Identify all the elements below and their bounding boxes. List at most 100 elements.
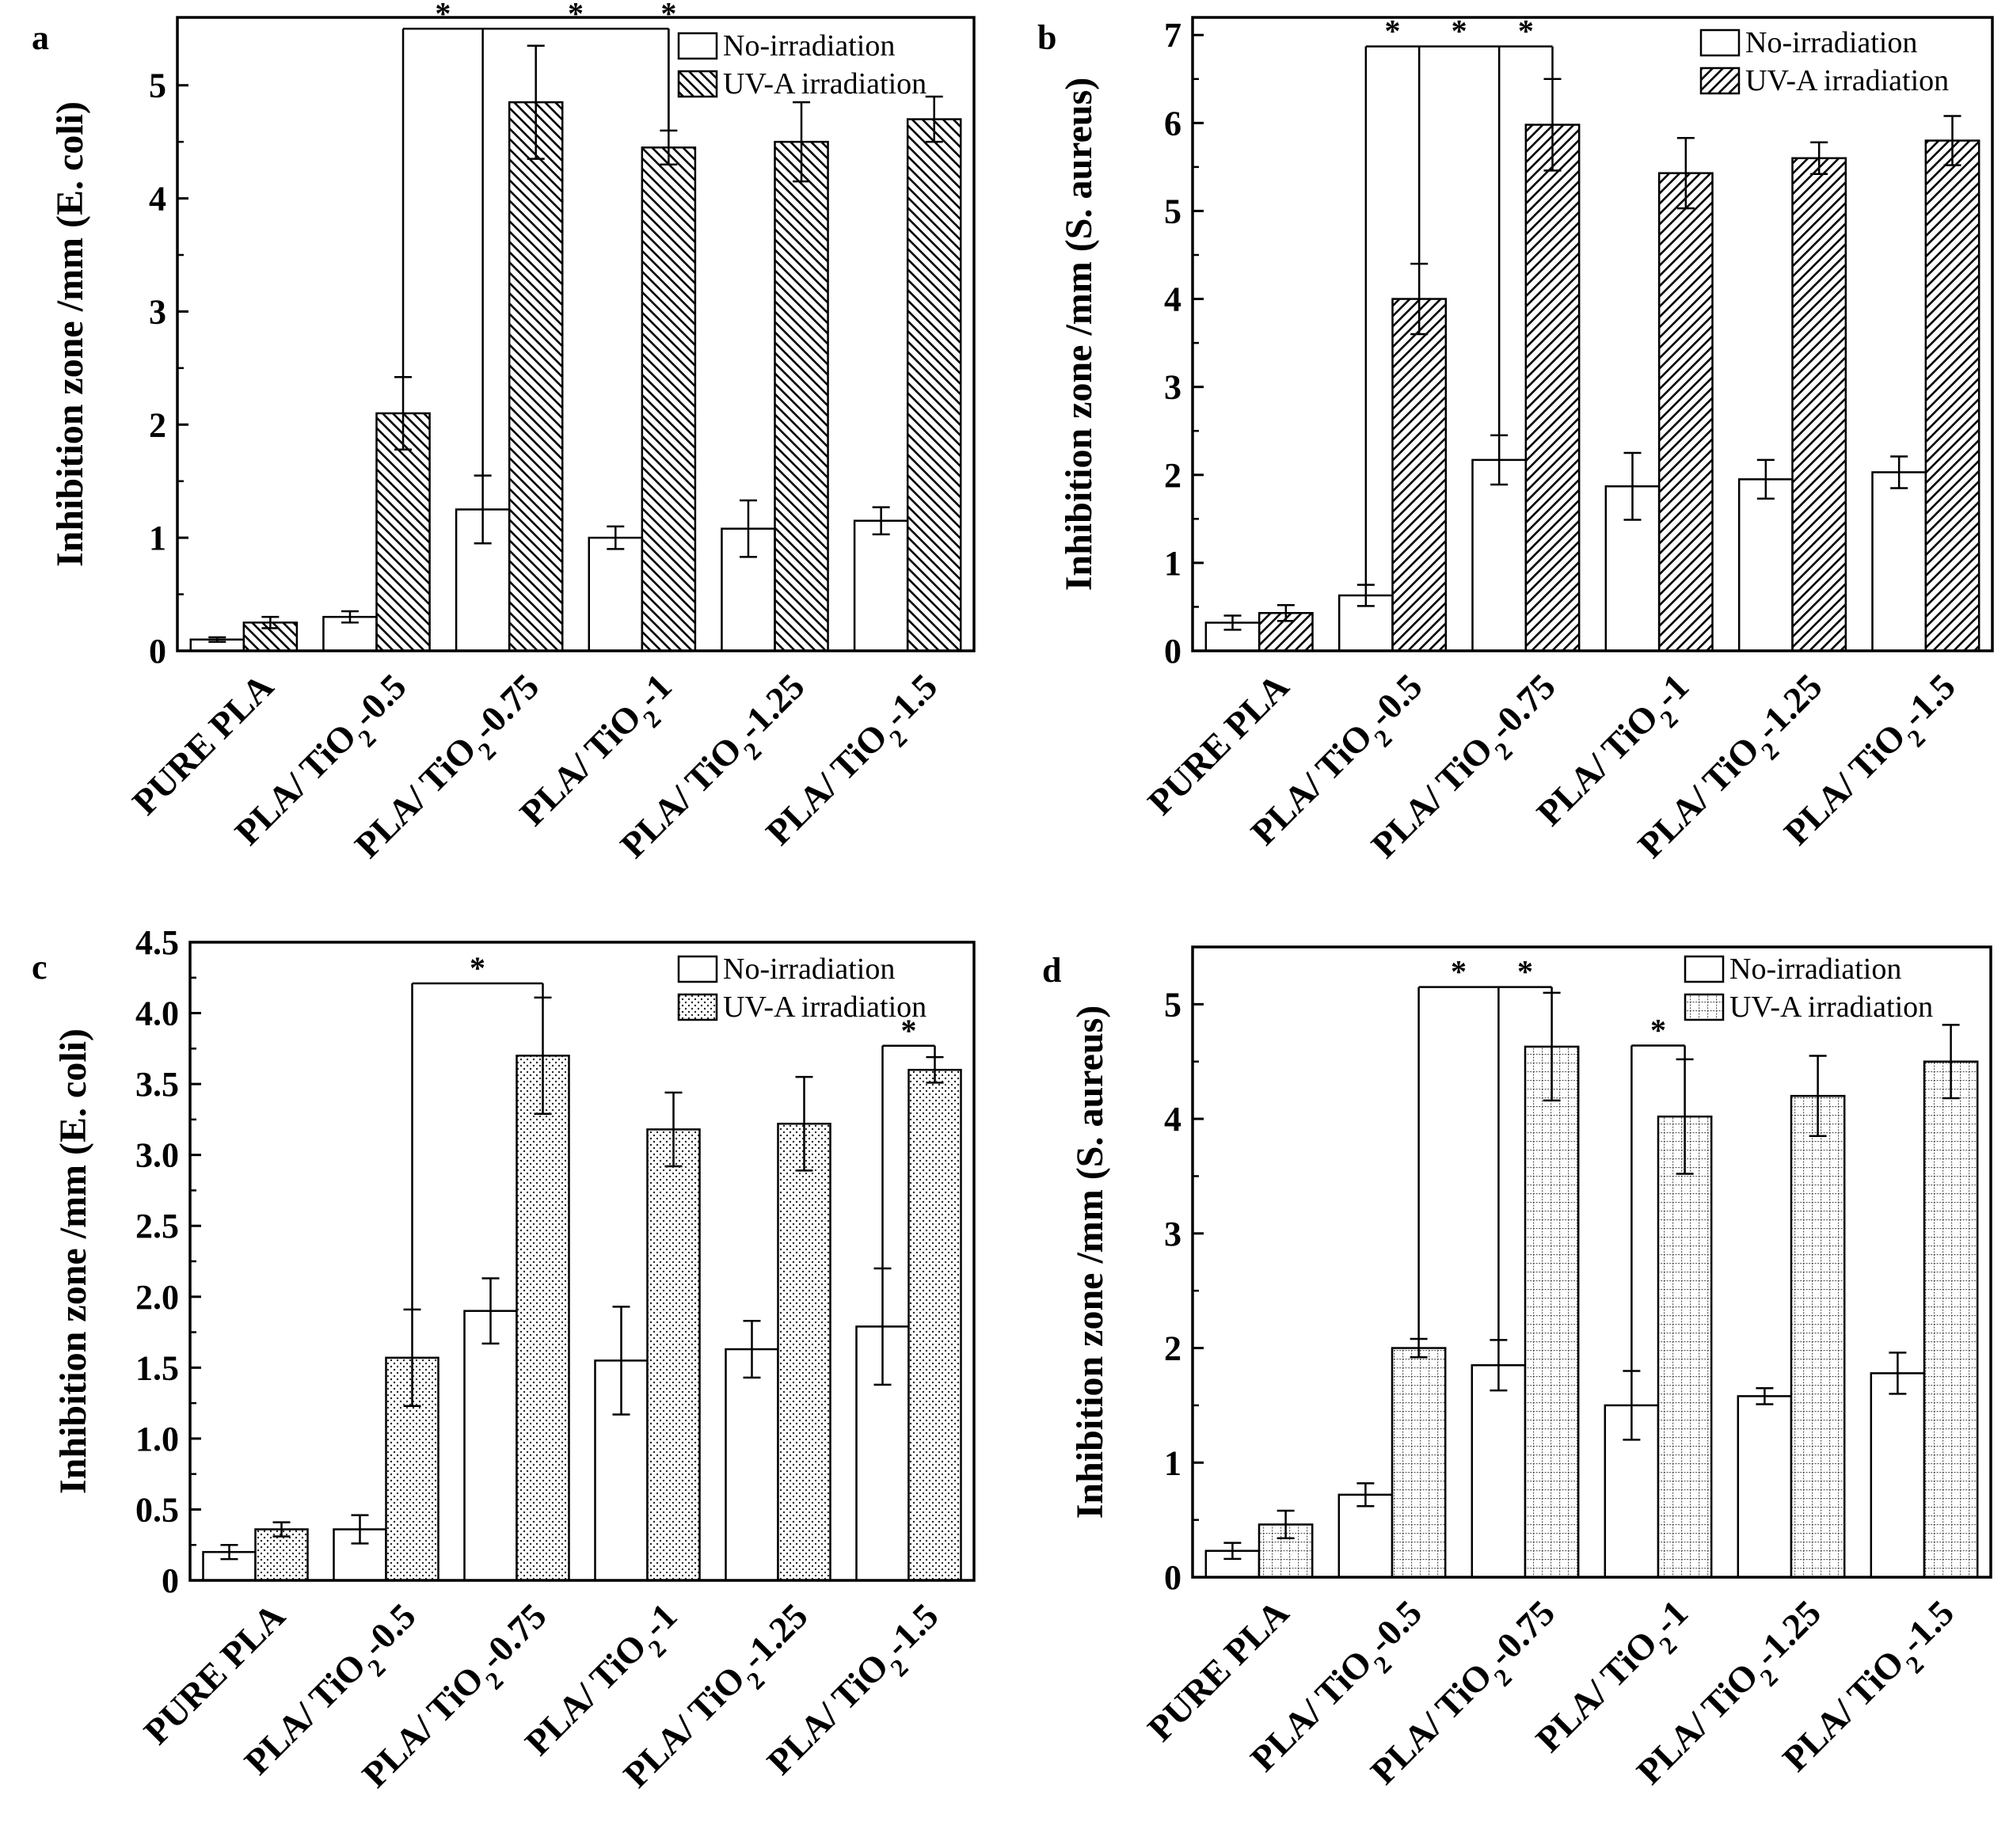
y-tick-label: 2 [1164,1329,1181,1368]
significance-star: * [1385,13,1401,49]
y-tick-label: 3.5 [135,1065,179,1104]
y-tick-label: 0 [1164,632,1181,671]
bar-uva-irradiation [1657,172,1714,652]
y-tick-label: 2 [1164,456,1181,495]
significance-star: * [1650,1012,1666,1048]
significance-star: * [1452,13,1467,49]
significance-star: * [1517,954,1533,990]
bar-no-irradiation [1471,1364,1527,1579]
legend-swatch-uva [1684,993,1725,1021]
y-tick-label: 4.5 [135,923,179,962]
y-tick-label: 1.5 [135,1348,179,1387]
legend-label: UV-A irradiation [723,991,926,1024]
plot-frame [1191,945,1992,1579]
bar-no-irradiation [1737,1395,1793,1579]
bar-uva-irradiation [516,1055,570,1582]
y-tick-label: 2 [149,405,166,444]
y-tick-label: 4 [149,180,166,219]
plot-frame [1191,16,1994,652]
significance-star: * [901,1013,917,1048]
bar-uva-irradiation [1391,298,1448,652]
significance-star: * [435,0,451,31]
y-tick-label: 2.0 [135,1278,179,1317]
legend-swatch-no-irradiation [1699,29,1741,57]
plot-frame [188,941,976,1582]
significance-star: * [1518,13,1534,49]
y-tick-label: 4 [1164,280,1181,319]
y-axis-label: Inhibition zone /mm (S. aureus) [1058,78,1100,591]
bar-no-irradiation [588,536,644,652]
bar-uva-irradiation [1790,1094,1846,1579]
bar-uva-irradiation [1924,139,1980,652]
legend-label: No-irradiation [723,953,895,986]
legend-swatch-no-irradiation [677,32,718,60]
bar-uva-irradiation [1923,1060,1979,1579]
bar-uva-irradiation [646,1128,701,1582]
y-tick-label: 3 [1164,368,1181,407]
bar-no-irradiation [725,1348,779,1582]
legend-label: No-irradiation [1729,953,1901,986]
legend-label: UV-A irradiation [1745,64,1949,97]
significance-star: * [470,950,485,986]
legend-swatch-uva [677,70,718,98]
bar-uva-irradiation [907,1068,962,1582]
y-tick-label: 2.5 [135,1207,179,1245]
bar-uva-irradiation [1258,1523,1314,1579]
y-tick-label: 0 [162,1561,179,1600]
y-axis-label: Inhibition zone /mm (E. coli) [52,1029,94,1494]
legend-swatch-no-irradiation [1684,955,1725,983]
y-tick-label: 5 [1164,192,1181,230]
y-tick-label: 1 [1164,544,1181,583]
bar-uva-irradiation [777,1123,831,1582]
y-tick-label: 6 [1164,104,1181,143]
y-tick-label: 3.0 [135,1136,179,1175]
bar-uva-irradiation [1657,1115,1713,1579]
bar-uva-irradiation [641,146,697,652]
y-tick-label: 0 [149,632,166,671]
bar-no-irradiation [1737,478,1794,652]
bar-uva-irradiation [1524,1045,1580,1579]
bar-no-irradiation [1471,458,1528,652]
bar-uva-irradiation [1791,157,1847,652]
bar-no-irradiation [1871,471,1927,652]
legend-label: UV-A irradiation [1729,991,1933,1024]
panel-letter: b [1037,18,1056,57]
y-tick-label: 5 [1164,985,1181,1024]
significance-star: * [568,0,584,31]
panel-letter: c [32,948,48,987]
legend-label: No-irradiation [723,29,895,63]
legend-label: No-irradiation [1745,26,1917,59]
y-tick-label: 1.0 [135,1420,179,1458]
y-axis-label: Inhibition zone /mm (E. coli) [49,101,91,567]
legend-swatch-no-irradiation [677,955,718,983]
legend-swatch-uva [677,993,718,1021]
significance-star: * [660,0,676,31]
legend-swatch-uva [1699,67,1741,95]
panel-c: c Inhibition zone /mm (E. coli) 0 0.5 1.0 1.5… [32,923,976,1795]
bar-uva-irradiation [508,101,564,652]
significance-star: * [1451,954,1467,990]
plot-frame [176,16,976,652]
y-tick-label: 1 [149,519,166,557]
y-tick-label: 5 [149,67,166,105]
bar-no-irradiation [1870,1372,1926,1579]
bar-no-irradiation [853,519,909,652]
y-tick-label: 4.0 [135,994,179,1033]
y-tick-label: 0 [1164,1558,1181,1597]
bar-uva-irradiation [1391,1347,1447,1579]
bar-uva-irradiation [1524,124,1581,652]
y-tick-label: 7 [1164,16,1181,55]
legend-label: UV-A irradiation [723,67,926,101]
bar-no-irradiation [463,1310,518,1582]
bar-uva-irradiation [774,140,829,652]
y-tick-label: 1 [1164,1443,1181,1482]
panel-letter: a [32,18,49,57]
y-axis-label: Inhibition zone /mm (S. aureus) [1069,1006,1111,1519]
y-tick-label: 0.5 [135,1490,179,1529]
y-tick-label: 3 [1164,1215,1181,1253]
y-tick-label: 4 [1164,1100,1181,1139]
